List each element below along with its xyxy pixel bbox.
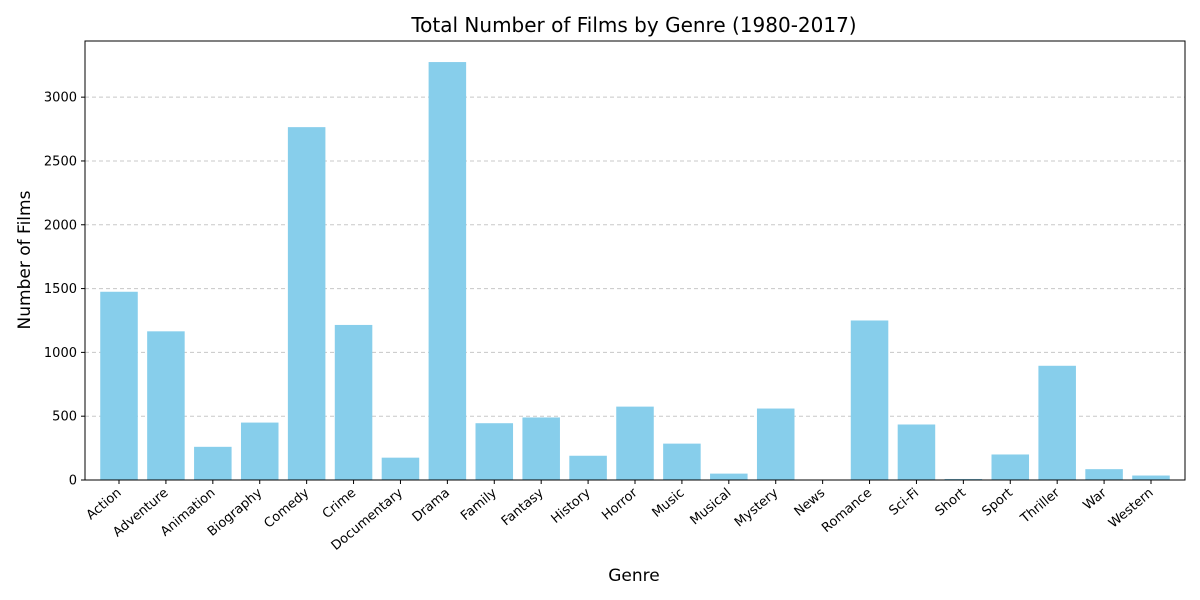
bar	[334, 324, 373, 480]
x-tick-label: Drama	[410, 486, 453, 526]
x-tick-label: Music	[649, 486, 687, 521]
x-tick-label: Sci-Fi	[886, 486, 922, 519]
x-tick-label: War	[1081, 485, 1111, 513]
bar	[287, 127, 326, 480]
x-tick-label: Musical	[688, 486, 735, 529]
bar	[756, 408, 795, 480]
x-tick-label: News	[792, 485, 829, 519]
x-tick-label: Sport	[979, 486, 1015, 520]
bar	[381, 457, 420, 480]
bar	[1038, 365, 1076, 480]
x-tick-label: History	[549, 485, 594, 526]
chart-title: Total Number of Films by Genre (1980-201…	[410, 13, 856, 37]
x-tick-label: Horror	[599, 485, 641, 523]
x-tick-label: Mystery	[732, 485, 782, 530]
bar	[1085, 469, 1123, 480]
x-tick-label: Thriller	[1017, 485, 1063, 527]
bar	[1132, 475, 1170, 480]
y-axis-ticks: 0 500 1000 1500 2000 2500 3000	[44, 91, 85, 489]
bar	[710, 473, 748, 480]
bar	[240, 422, 279, 480]
x-tick-label: Western	[1106, 486, 1156, 532]
bars	[100, 62, 1170, 480]
bar	[428, 62, 467, 480]
bar	[663, 443, 701, 480]
y-tick-label: 1500	[44, 282, 77, 297]
bar	[569, 455, 607, 480]
bar	[850, 320, 889, 480]
x-tick-label: Romance	[819, 486, 875, 536]
bar	[147, 331, 185, 480]
y-tick-label: 2000	[44, 218, 77, 233]
x-tick-label: Comedy	[261, 485, 312, 531]
y-tick-label: 500	[52, 410, 77, 425]
bar	[991, 454, 1030, 480]
y-tick-label: 2500	[44, 154, 77, 169]
y-tick-label: 0	[69, 474, 77, 489]
y-axis-label: Number of Films	[15, 190, 35, 329]
bar	[475, 423, 514, 480]
x-tick-label: Fantasy	[499, 485, 547, 529]
bar	[194, 446, 232, 480]
bar	[522, 417, 560, 480]
x-tick-label: Family	[458, 485, 500, 524]
bar	[100, 291, 138, 480]
y-tick-label: 1000	[44, 346, 77, 361]
bar	[616, 406, 654, 480]
x-tick-label: Short	[933, 486, 969, 520]
x-tick-label: Crime	[320, 486, 359, 522]
x-tick-label: Action	[84, 486, 125, 524]
grid-lines	[85, 96, 1185, 417]
bar	[897, 424, 936, 480]
y-tick-label: 3000	[44, 91, 77, 106]
bar	[944, 478, 983, 480]
x-axis-label: Genre	[608, 566, 659, 586]
